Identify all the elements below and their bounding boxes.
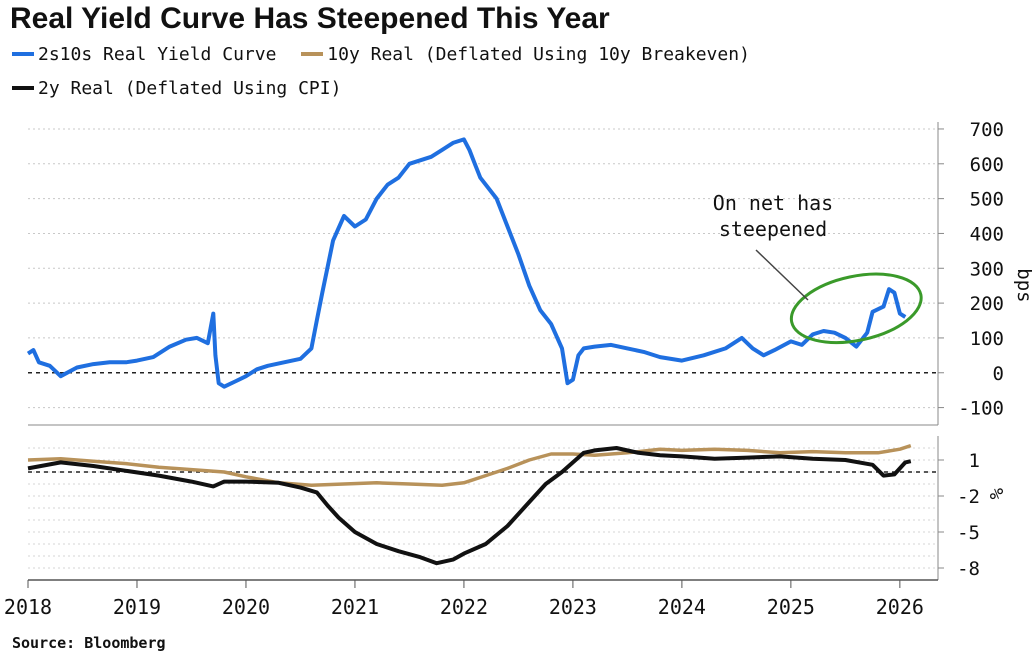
xtick-label: 2022 (440, 595, 488, 619)
top-ytick-label: -100 (958, 398, 1004, 420)
bottom-ytick-label: -2 (957, 486, 980, 508)
legend-swatch-2y-real (12, 86, 34, 90)
series-line-10y-real (27, 443, 912, 487)
bottom-ylabel: % (985, 488, 1007, 500)
xtick-label: 2021 (331, 595, 379, 619)
top-ytick-label: 100 (970, 328, 1004, 350)
xtick-label: 2025 (767, 595, 815, 619)
top-ytick-label: 400 (970, 223, 1004, 245)
series-line-2s10s (26, 137, 907, 389)
legend-item-10y-real: 10y Real (Deflated Using 10y Breakeven) (301, 44, 750, 65)
annotation-text-line: On net has (713, 191, 833, 215)
legend-label-2y-real: 2y Real (Deflated Using CPI) (38, 77, 342, 99)
series-line-2y-real (27, 446, 912, 566)
annotation-text-line: steepened (719, 217, 827, 241)
legend-item-2y-real: 2y Real (Deflated Using CPI) (12, 78, 341, 99)
top-ytick-label: 600 (970, 154, 1004, 176)
xtick-label: 2019 (113, 595, 161, 619)
bottom-ytick-label: -8 (957, 558, 980, 580)
annotation-ellipse (789, 272, 923, 345)
legend-label-10y-real: 10y Real (Deflated Using 10y Breakeven) (327, 43, 750, 65)
xtick-label: 2024 (658, 595, 706, 619)
legend-swatch-2s10s (12, 52, 34, 56)
top-ytick-label: 500 (970, 189, 1004, 211)
legend-swatch-10y-real (301, 52, 324, 56)
xtick-label: 2020 (222, 595, 270, 619)
annotation-pointer (755, 249, 809, 301)
legend-row-1: 2s10s Real Yield Curve 10y Real (Deflate… (12, 40, 764, 65)
bottom-ytick-label: 1 (969, 450, 980, 472)
legend-item-2s10s: 2s10s Real Yield Curve (12, 44, 276, 65)
legend-label-2s10s: 2s10s Real Yield Curve (38, 43, 277, 65)
legend-row-2: 2y Real (Deflated Using CPI) (12, 74, 355, 99)
xtick-label: 2026 (876, 595, 924, 619)
xtick-label: 2023 (549, 595, 597, 619)
top-ytick-label: 0 (993, 363, 1004, 385)
chart-title: Real Yield Curve Has Steepened This Year (10, 2, 610, 35)
bottom-ytick-label: -5 (957, 522, 980, 544)
top-ytick-label: 300 (970, 258, 1004, 280)
top-ytick-label: 200 (970, 293, 1004, 315)
top-ytick-label: 700 (970, 119, 1004, 141)
xtick-label: 2018 (4, 595, 52, 619)
source-note: Source: Bloomberg (12, 634, 166, 652)
top-ylabel: bps (1013, 268, 1034, 302)
